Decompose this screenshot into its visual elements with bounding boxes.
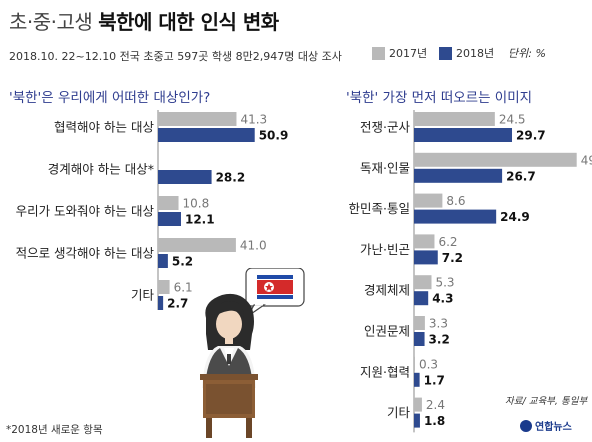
category-label-기타: 기타 <box>131 288 155 303</box>
bar-2017년-기타 <box>414 397 422 412</box>
student-illustration <box>200 268 305 438</box>
bar-2017년-경제체제 <box>414 275 432 290</box>
category-label-협력해야-하는-대상: 협력해야 하는 대상 <box>54 120 154 135</box>
logo-text: 연합뉴스 <box>535 422 572 433</box>
bar-2018년-전쟁-군사 <box>414 128 513 142</box>
bar-2017년-독재-인물 <box>414 152 577 167</box>
category-label-전쟁-군사: 전쟁·군사 <box>360 120 410 135</box>
legend-label-2018: 2018년 <box>456 47 495 60</box>
bar-2018년-우리가-도와줘야-하는-대상 <box>158 212 181 226</box>
bar-2017년-기타 <box>158 280 170 294</box>
category-label-가난-빈곤: 가난·빈곤 <box>360 242 410 257</box>
value-label-2018년-지원-협력: 1.7 <box>424 373 445 387</box>
bar-2018년-경제체제 <box>414 291 429 306</box>
legend-2018: 2018년 <box>439 44 494 62</box>
bar-2017년-인권문제 <box>414 316 425 330</box>
value-label-2017년-기타: 2.4 <box>426 398 445 412</box>
value-label-2018년-경계해야-하는-대상: 28.2 <box>216 171 246 185</box>
bar-2017년-우리가-도와줘야-하는-대상 <box>158 196 179 210</box>
bar-2018년-기타 <box>414 413 420 428</box>
bar-2017년-협력해야-하는-대상 <box>158 112 237 126</box>
agency-logo: 연합뉴스 <box>520 418 572 433</box>
bar-2018년-경계해야-하는-대상 <box>158 170 212 184</box>
category-label-경계해야-하는-대상: 경계해야 하는 대상* <box>48 162 154 177</box>
legend-unit: 단위: % <box>508 47 546 60</box>
value-label-2018년-인권문제: 3.2 <box>429 333 450 347</box>
legend-swatch-2017 <box>372 46 385 60</box>
bar-2017년-한민족-통일 <box>414 193 443 208</box>
bar-2018년-적으로-생각해야-하는-대상 <box>158 254 168 268</box>
value-label-2017년-협력해야-하는-대상: 41.3 <box>240 113 267 127</box>
speech-bubble <box>245 268 305 317</box>
flag-icon <box>257 275 293 299</box>
value-label-2017년-지원-협력: 0.3 <box>419 357 438 371</box>
value-label-2017년-경제체제: 5.3 <box>435 276 454 290</box>
logo-icon <box>520 419 532 432</box>
value-label-2017년-전쟁-군사: 24.5 <box>499 113 526 127</box>
bar-2017년-지원-협력 <box>414 356 415 371</box>
category-label-지원-협력: 지원·협력 <box>360 364 410 379</box>
bar-2018년-독재-인물 <box>414 168 503 183</box>
bar-2018년-협력해야-하는-대상 <box>158 128 255 142</box>
category-label-경제체제: 경제체제 <box>364 283 410 298</box>
survey-subtitle: 2018.10. 22~12.10 전국 초중고 597곳 학생 8만2,947… <box>9 50 342 63</box>
category-label-독재-인물: 독재·인물 <box>360 160 410 175</box>
value-label-2017년-인권문제: 3.3 <box>429 317 448 331</box>
page-title: 초·중·고생 북한에 대한 인식 변화 <box>9 6 279 35</box>
bar-2018년-한민족-통일 <box>414 209 497 224</box>
value-label-2017년-가난-빈곤: 6.2 <box>438 235 457 249</box>
left-bar-chart: 협력해야 하는 대상 41.3 50.9 경계해야 하는 대상* 28.2 우리가 도와줘… <box>16 110 289 311</box>
footnote: *2018년 새로운 항목 <box>6 424 103 436</box>
value-label-2018년-독재-인물: 26.7 <box>506 169 536 183</box>
value-label-2018년-가난-빈곤: 7.2 <box>442 251 463 265</box>
legend-2017: 2017년 <box>372 44 427 62</box>
value-label-2017년-독재-인물: 49.3 <box>581 153 592 167</box>
category-label-기타: 기타 <box>387 405 411 420</box>
bar-2018년-기타 <box>158 296 164 310</box>
category-label-적으로-생각해야-하는-대상: 적으로 생각해야 하는 대상 <box>16 246 155 261</box>
bar-2018년-지원-협력 <box>414 372 420 387</box>
right-bar-chart: 전쟁·군사 24.5 29.7 독재·인물 49.3 26.7 한민족·통일 8.6 24.9 가… <box>349 110 592 433</box>
value-label-2018년-한민족-통일: 24.9 <box>500 210 530 224</box>
value-label-2017년-적으로-생각해야-하는-대상: 41.0 <box>240 239 267 253</box>
bar-2018년-가난-빈곤 <box>414 250 438 265</box>
source-credit: 자료/ 교육부, 통일부 <box>505 396 588 407</box>
value-label-2018년-적으로-생각해야-하는-대상: 5.2 <box>172 255 193 269</box>
legend-swatch-2018 <box>439 46 452 60</box>
category-label-우리가-도와줘야-하는-대상: 우리가 도와줘야 하는 대상 <box>16 204 155 219</box>
value-label-2017년-기타: 6.1 <box>174 281 193 295</box>
right-chart-title: '북한' 가장 먼저 떠오르는 이미지 <box>346 90 533 106</box>
category-label-한민족-통일: 한민족·통일 <box>349 201 410 216</box>
category-label-인권문제: 인권문제 <box>364 324 410 339</box>
legend-label-2017: 2017년 <box>389 47 428 60</box>
value-label-2018년-우리가-도와줘야-하는-대상: 12.1 <box>185 213 215 227</box>
value-label-2018년-협력해야-하는-대상: 50.9 <box>259 129 289 143</box>
left-chart-title: '북한'은 우리에게 어떠한 대상인가? <box>9 90 211 106</box>
bar-2017년-적으로-생각해야-하는-대상 <box>158 238 236 252</box>
title-prefix: 초·중·고생 <box>9 10 93 34</box>
bar-2017년-가난-빈곤 <box>414 234 435 249</box>
value-label-2018년-기타: 2.7 <box>167 297 188 311</box>
value-label-2018년-기타: 1.8 <box>424 414 445 428</box>
value-label-2017년-한민족-통일: 8.6 <box>446 194 465 208</box>
bar-2018년-인권문제 <box>414 332 425 346</box>
value-label-2018년-경제체제: 4.3 <box>432 292 453 306</box>
value-label-2018년-전쟁-군사: 29.7 <box>516 129 546 143</box>
value-label-2017년-우리가-도와줘야-하는-대상: 10.8 <box>183 197 210 211</box>
bar-2017년-전쟁-군사 <box>414 112 495 126</box>
title-main: 북한에 대한 인식 변화 <box>98 10 279 34</box>
